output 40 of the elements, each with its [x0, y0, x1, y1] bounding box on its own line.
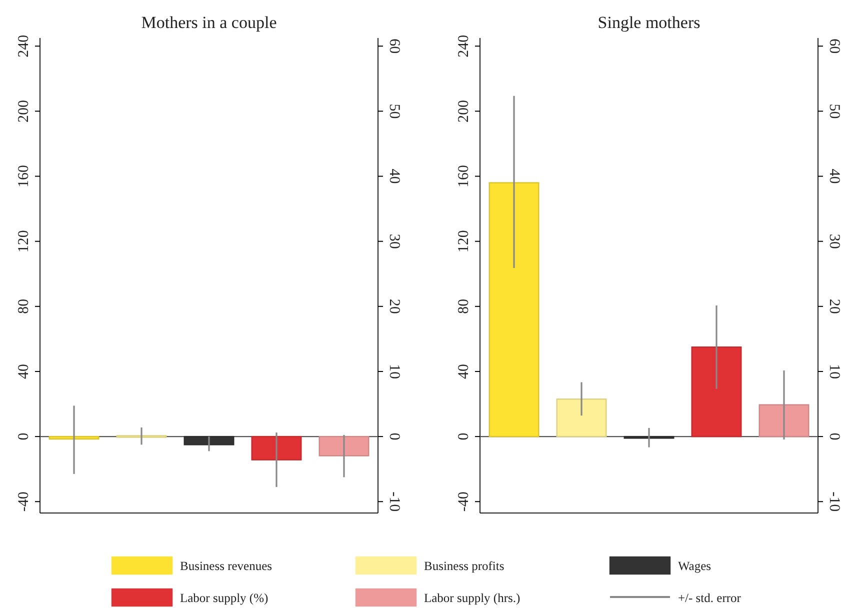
- legend-label: Labor supply (%): [180, 591, 268, 605]
- y2-tick-label: 10: [386, 364, 402, 379]
- y2-tick-label: 30: [386, 234, 402, 249]
- y-tick-label: 240: [456, 34, 472, 58]
- y-tick-label: 40: [16, 364, 32, 379]
- y-tick-label: 200: [16, 100, 32, 122]
- y2-tick-label: 60: [826, 38, 841, 54]
- legend-label: Business revenues: [180, 559, 272, 573]
- y2-tick-label: -10: [826, 492, 841, 512]
- y2-tick-label: 20: [826, 298, 841, 314]
- y-tick-label: -40: [16, 492, 32, 512]
- y2-tick-label: 40: [826, 168, 841, 184]
- y2-tick-label: 0: [826, 432, 841, 440]
- y2-tick-label: 40: [386, 168, 402, 184]
- text: +/- std. error: [678, 591, 742, 605]
- y2-tick-label: 0: [386, 432, 402, 440]
- y2-tick-label: 20: [386, 298, 402, 314]
- y-tick-label: 0: [456, 432, 472, 440]
- legend-label: Labor supply (hrs.): [424, 591, 520, 605]
- y-tick-label: 80: [16, 298, 32, 314]
- y-tick-label: 160: [456, 165, 472, 188]
- y2-tick-label: 60: [386, 38, 402, 54]
- y-tick-label: 0: [16, 432, 32, 440]
- y2-tick-label: 30: [826, 234, 841, 249]
- chart-title: Mothers in a couple: [141, 13, 277, 32]
- y-tick-label: 80: [456, 298, 472, 314]
- legend-label: Wages: [678, 559, 712, 573]
- y2-tick-label: 50: [826, 104, 841, 119]
- y2-tick-label: -10: [386, 492, 402, 512]
- legend-label: Business profits: [424, 559, 504, 573]
- y-tick-label: 120: [16, 230, 32, 253]
- y-tick-label: 200: [456, 100, 472, 122]
- y-tick-label: 160: [16, 165, 32, 188]
- y2-tick-label: 10: [826, 364, 841, 379]
- y-tick-label: 240: [16, 34, 32, 58]
- y-tick-label: -40: [456, 492, 472, 512]
- y-tick-label: 40: [456, 364, 472, 379]
- y-tick-label: 120: [456, 230, 472, 253]
- y2-tick-label: 50: [386, 104, 402, 119]
- chart-title: Single mothers: [598, 13, 700, 32]
